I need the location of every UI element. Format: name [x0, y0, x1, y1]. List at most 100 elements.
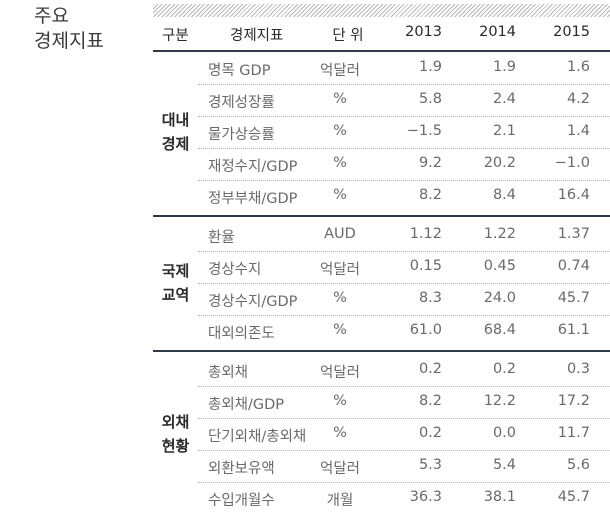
value-2013: 8.2	[418, 187, 442, 203]
group-label-line: 현황	[161, 437, 190, 455]
indicator-name: 물가상승률	[208, 127, 275, 143]
indicator-name: 총외채	[208, 365, 249, 381]
indicator-name: 재정수지/GDP	[208, 159, 298, 175]
value-2014: 8.4	[492, 187, 516, 203]
header-indicator: 경제지표	[230, 28, 284, 44]
table-row: 수입개월수 개월 36.3 38.1 45.7	[198, 482, 610, 514]
table-row: 물가상승률% −1.5 2.1 1.4	[198, 116, 610, 149]
indicator-unit: %	[333, 322, 347, 338]
indicator-name: 대외의존도	[208, 326, 275, 342]
group-label-line: 국제	[161, 262, 190, 280]
indicator-unit: %	[333, 393, 347, 409]
indicator-unit: AUD	[324, 226, 356, 242]
table-row: 경제성장률% 5.8 2.4 4.2	[198, 84, 610, 117]
indicator-name: 총외채/GDP	[208, 397, 285, 413]
indicator-unit: %	[333, 187, 347, 203]
value-2014: 0.2	[492, 361, 516, 377]
indicator-name: 경상수지	[208, 262, 262, 278]
indicator-name: 명목 GDP	[208, 63, 271, 79]
value-2014: 20.2	[483, 155, 516, 171]
group-label-line: 외채	[161, 413, 190, 431]
value-2013: 9.2	[418, 155, 442, 171]
header-year-2015: 2015	[553, 24, 590, 40]
value-2015: 11.7	[557, 425, 590, 441]
value-2014: 68.4	[483, 322, 516, 338]
value-2013: 0.2	[418, 425, 442, 441]
value-2013: 5.3	[418, 457, 442, 473]
header-year-2013: 2013	[405, 24, 442, 40]
table-row: 환율 AUD 1.12 1.22 1.37	[198, 219, 610, 252]
value-2015: 5.6	[566, 457, 590, 473]
section-title: 주요 경제지표	[34, 4, 104, 54]
table-row: 총외채/GDP% 8.2 12.2 17.2	[198, 386, 610, 419]
value-2013: 5.8	[418, 91, 442, 107]
value-2013: 36.3	[409, 489, 442, 505]
header-year-2014: 2014	[479, 24, 516, 40]
section-title-line-2: 경제지표	[34, 30, 104, 52]
value-2014: 2.4	[492, 91, 516, 107]
table-row: 단기외채/총외채% 0.2 0.0 11.7	[198, 418, 610, 451]
indicator-unit: %	[333, 123, 347, 139]
group-label-line: 경제	[161, 135, 190, 153]
value-2014: 24.0	[483, 290, 516, 306]
indicator-unit: %	[333, 425, 347, 441]
value-2013: 0.15	[409, 258, 442, 274]
value-2015: 0.74	[557, 258, 590, 274]
group-divider	[153, 350, 610, 352]
indicator-unit: 억달러	[319, 262, 361, 278]
value-2014: 12.2	[483, 393, 516, 409]
value-2015: 16.4	[557, 187, 590, 203]
group-label-line: 교역	[161, 286, 190, 304]
header-group: 구분	[162, 28, 189, 44]
value-2015: 61.1	[557, 322, 590, 338]
header-unit: 단 위	[332, 28, 364, 44]
value-2015: 0.3	[566, 361, 590, 377]
value-2014: 5.4	[492, 457, 516, 473]
indicator-name: 경상수지/GDP	[208, 294, 298, 310]
table-row: 경상수지/GDP% 8.3 24.0 45.7	[198, 283, 610, 316]
group-label-line: 대내	[161, 111, 190, 129]
value-2015: 1.6	[566, 59, 590, 75]
indicator-unit: 억달러	[319, 365, 361, 381]
indicator-unit: %	[333, 290, 347, 306]
value-2015: 4.2	[566, 91, 590, 107]
table-row: 총외채 억달러 0.2 0.2 0.3	[198, 354, 610, 387]
value-2015: 45.7	[557, 290, 590, 306]
value-2013: 8.3	[418, 290, 442, 306]
indicator-name: 경제성장률	[208, 95, 275, 111]
indicator-unit: %	[333, 155, 347, 171]
value-2015: 45.7	[557, 489, 590, 505]
group-divider	[153, 215, 610, 217]
indicator-unit: %	[333, 91, 347, 107]
value-2013: 61.0	[409, 322, 442, 338]
value-2013: −1.5	[406, 123, 442, 139]
table-row: 외환보유액 억달러 5.3 5.4 5.6	[198, 450, 610, 483]
table-row: 대외의존도% 61.0 68.4 61.1	[198, 315, 610, 347]
value-2014: 0.45	[483, 258, 516, 274]
indicator-name: 정부부채/GDP	[208, 191, 298, 207]
value-2014: 38.1	[483, 489, 516, 505]
value-2013: 0.2	[418, 361, 442, 377]
indicator-name: 외환보유액	[208, 461, 275, 477]
value-2015: −1.0	[554, 155, 590, 171]
value-2015: 1.4	[566, 123, 590, 139]
indicator-name: 단기외채/총외채	[208, 429, 307, 445]
indicator-unit: 억달러	[319, 63, 361, 79]
table-top-hatch-decoration	[153, 4, 610, 17]
indicator-name: 환율	[208, 230, 235, 246]
table-row: 정부부채/GDP% 8.2 8.4 16.4	[198, 180, 610, 212]
table-row: 명목 GDP 억달러 1.9 1.9 1.6	[198, 52, 610, 85]
value-2013: 1.9	[418, 59, 442, 75]
section-title-line-1: 주요	[34, 5, 69, 27]
indicator-name: 수입개월수	[208, 493, 275, 509]
value-2015: 1.37	[557, 226, 590, 242]
value-2013: 8.2	[418, 393, 442, 409]
value-2013: 1.12	[409, 226, 442, 242]
table-header: 구분 경제지표 단 위 2013 2014 2015	[153, 17, 610, 52]
indicator-unit: 개월	[326, 493, 354, 509]
table-row: 경상수지 억달러 0.15 0.45 0.74	[198, 251, 610, 284]
table-row: 재정수지/GDP% 9.2 20.2 −1.0	[198, 148, 610, 181]
